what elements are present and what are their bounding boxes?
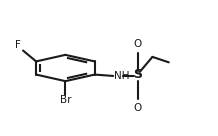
Text: S: S xyxy=(133,68,142,81)
Text: Br: Br xyxy=(60,95,71,105)
Text: O: O xyxy=(133,103,142,113)
Text: NH: NH xyxy=(114,71,130,81)
Text: F: F xyxy=(15,40,21,50)
Text: O: O xyxy=(133,39,142,49)
